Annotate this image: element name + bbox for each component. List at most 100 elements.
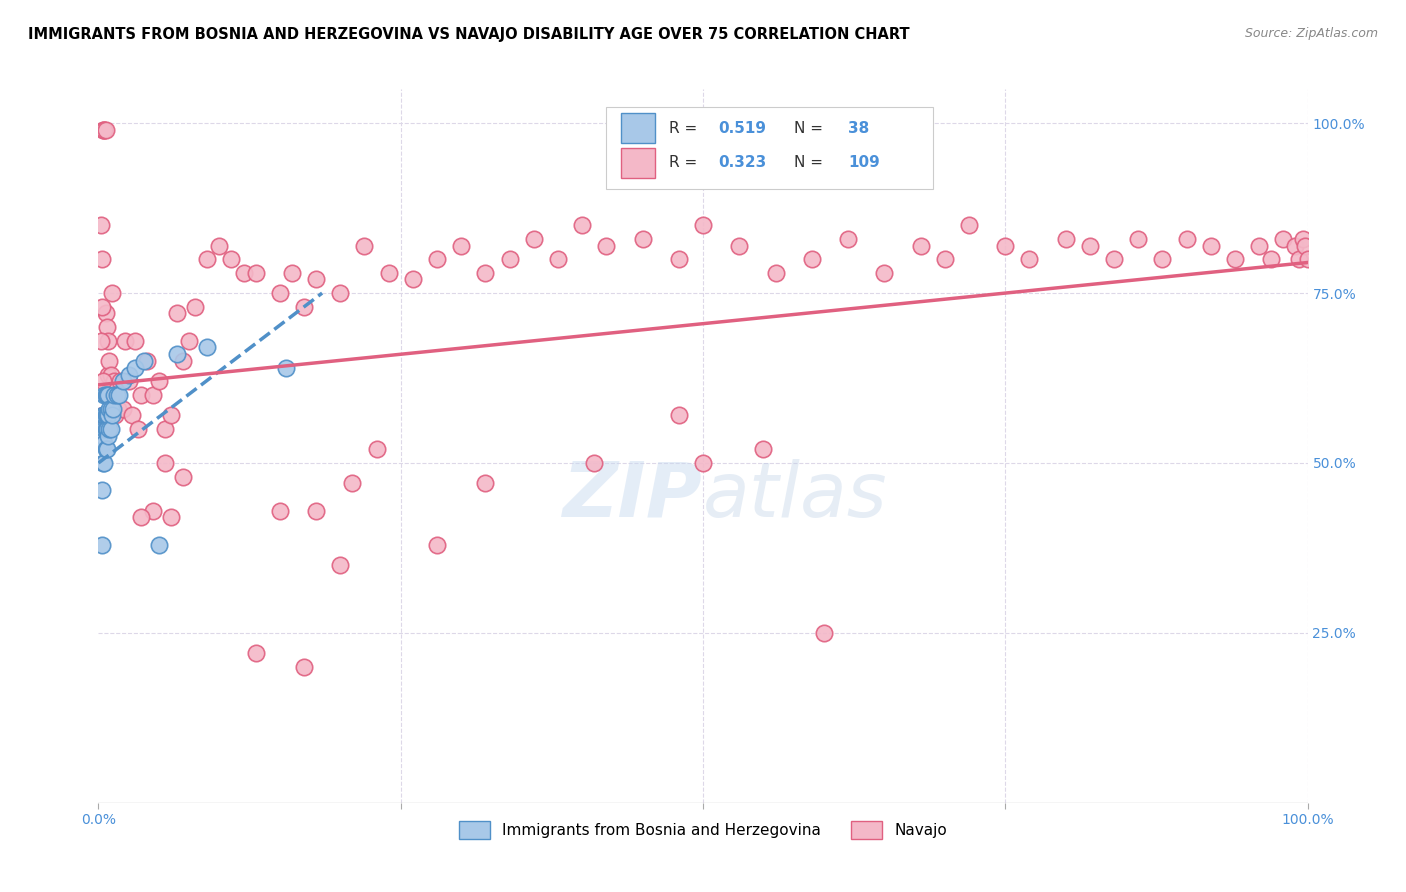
Point [232,266,254,280]
Point [172,354,194,368]
Point [765,266,787,280]
Point [281,266,304,280]
Point [245,646,267,660]
Point [100,401,122,416]
Point [100,422,122,436]
Point [498,252,520,266]
Point [134,354,156,368]
Point [292,300,315,314]
Point [305,503,328,517]
Point [100,286,122,301]
Point [1260,252,1282,266]
Point [105,388,128,402]
Point [94,442,117,457]
FancyBboxPatch shape [621,148,655,178]
Point [96,442,118,457]
Point [101,388,124,402]
Point [91,300,114,314]
Point [135,354,157,368]
Point [148,537,170,551]
Point [96,320,118,334]
Point [107,401,129,416]
Point [195,252,218,266]
Text: Source: ZipAtlas.com: Source: ZipAtlas.com [1244,27,1378,40]
Point [94,409,117,423]
Point [800,252,823,266]
Point [97,388,120,402]
Point [96,388,118,402]
Point [1102,252,1125,266]
Point [142,503,165,517]
Point [366,442,388,457]
Point [631,232,654,246]
Point [124,334,146,348]
Point [91,375,114,389]
Point [118,368,141,382]
Point [426,537,449,551]
Point [837,232,859,246]
Point [96,422,118,436]
Point [269,503,291,517]
Point [98,354,121,368]
Point [98,422,121,436]
Point [100,409,122,423]
Point [172,469,194,483]
Point [668,409,690,423]
Point [96,409,118,423]
Point [910,238,932,252]
Point [426,252,449,266]
Point [91,123,114,137]
Point [752,442,775,457]
Point [1175,232,1198,246]
Text: R =: R = [669,121,702,136]
Point [91,409,114,423]
Point [179,334,201,348]
Point [595,238,617,252]
Point [93,409,115,423]
Text: 0.519: 0.519 [718,121,766,136]
Point [93,388,115,402]
Point [813,626,835,640]
Point [111,375,134,389]
Point [245,266,267,280]
Point [101,401,124,416]
Point [1128,232,1150,246]
Text: R =: R = [669,155,702,170]
FancyBboxPatch shape [621,113,655,144]
Point [166,306,188,320]
Text: N =: N = [793,155,828,170]
Point [93,435,115,450]
Point [129,510,152,524]
Point [450,238,472,252]
Legend: Immigrants from Bosnia and Herzegovina, Navajo: Immigrants from Bosnia and Herzegovina, … [453,815,953,845]
Point [94,422,117,436]
Point [93,422,115,436]
Point [97,429,120,443]
Point [160,409,183,423]
Point [97,334,120,348]
Point [353,238,375,252]
Point [692,218,714,232]
Point [377,266,399,280]
Point [93,123,115,137]
Point [153,456,176,470]
Text: ZIP: ZIP [564,459,703,533]
Point [148,375,170,389]
Point [91,456,114,470]
Text: N =: N = [793,121,828,136]
Point [292,660,315,674]
Point [1288,252,1310,266]
FancyBboxPatch shape [606,107,932,189]
Point [523,232,546,246]
Text: IMMIGRANTS FROM BOSNIA AND HERZEGOVINA VS NAVAJO DISABILITY AGE OVER 75 CORRELAT: IMMIGRANTS FROM BOSNIA AND HERZEGOVINA V… [28,27,910,42]
Point [121,409,143,423]
Point [91,537,114,551]
Point [94,123,117,137]
Point [873,266,896,280]
Text: atlas: atlas [703,459,887,533]
Text: 109: 109 [848,155,880,170]
Point [994,238,1017,252]
Point [97,409,120,423]
Point [98,401,121,416]
Point [90,218,112,232]
